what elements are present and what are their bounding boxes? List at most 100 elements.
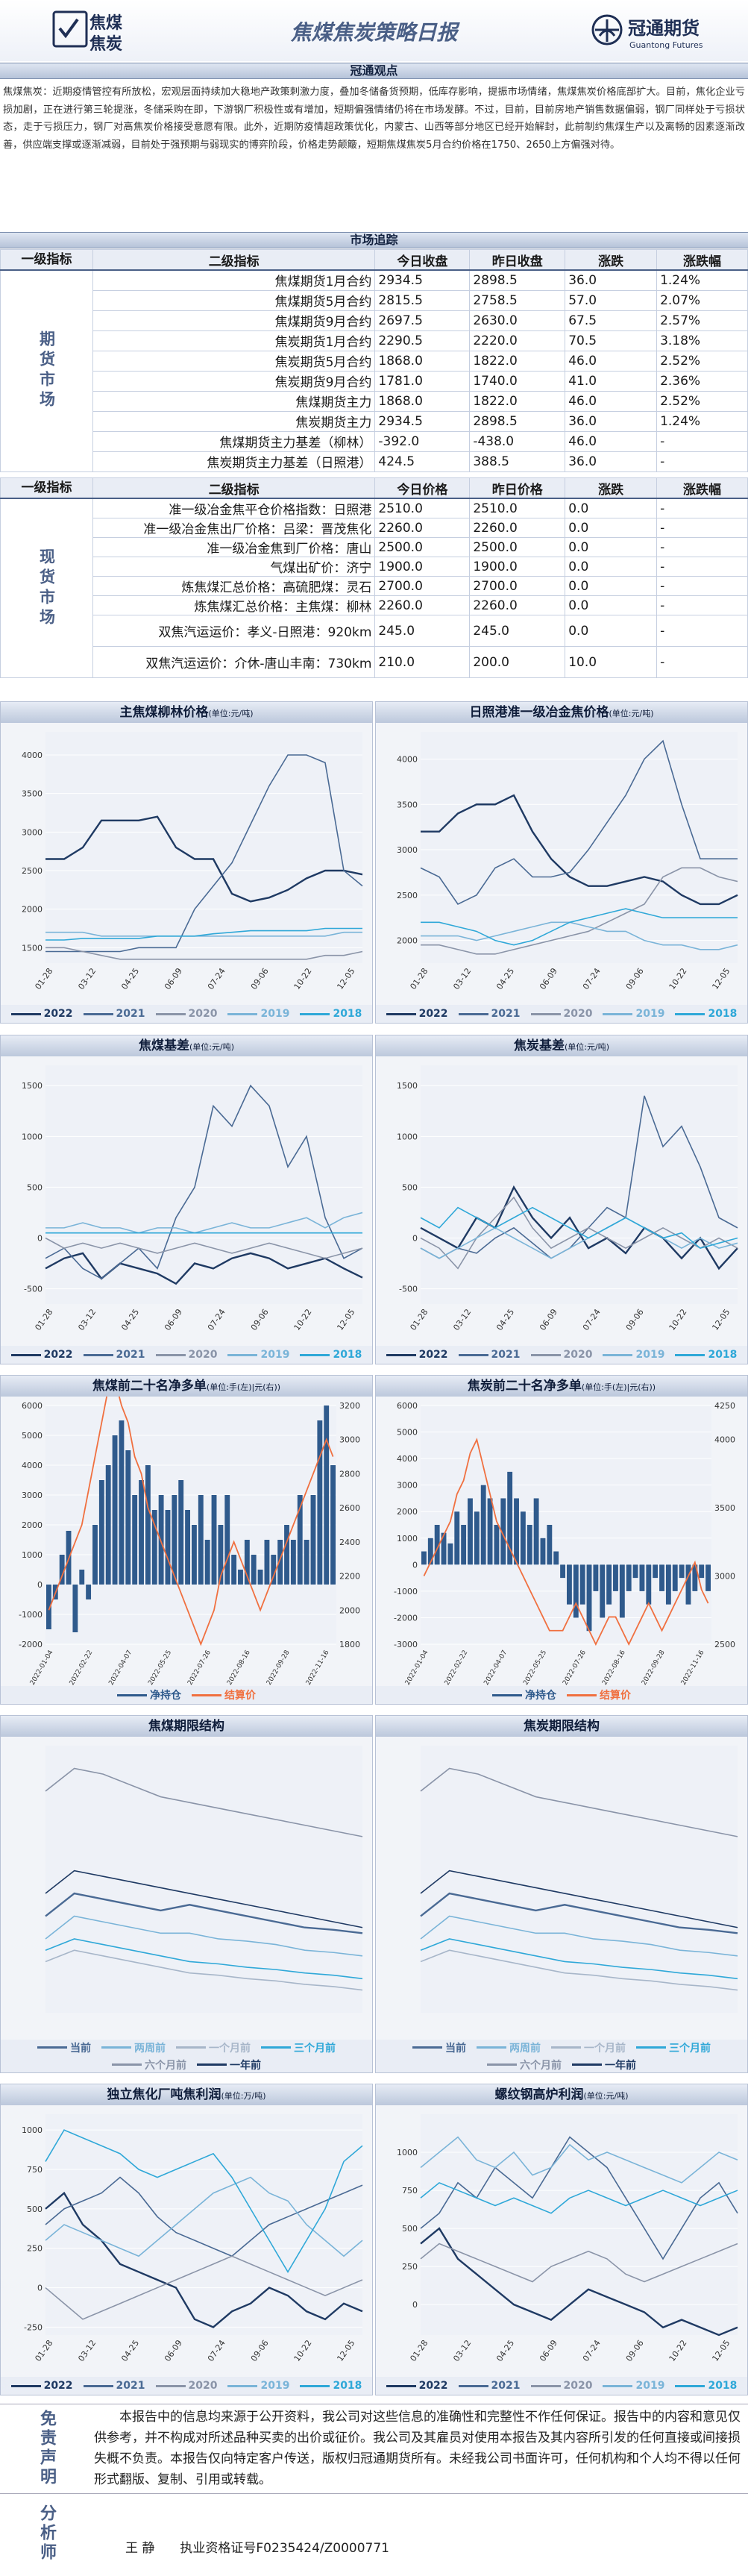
legend-item: 六个月前 — [112, 2058, 186, 2072]
y2-tick-label: 2400 — [339, 1538, 360, 1547]
chart-title-text: 焦炭期限结构 — [524, 1719, 600, 1734]
chart-legend: 2022 2021 2020 2019 2018 — [1, 2377, 372, 2395]
chart-title: 焦煤前二十名净多单(单位:手(左)|元(右)) — [1, 1376, 372, 1397]
net-position-bar — [553, 1551, 559, 1565]
net-position-bar — [224, 1495, 230, 1585]
net-position-bar — [705, 1564, 711, 1591]
chart-svg: -2000 -1000 0 1000 2000 3000 4000 5000 6000 1800 2… — [19, 1397, 360, 1687]
series-line-2022 — [45, 1252, 363, 1285]
legend-label: 一个月前 — [209, 2042, 251, 2055]
disclaimer-text: 本报告中的信息均来源于公开资料，我公司对这些信息的准确性和完整性不作任何保证。报… — [94, 2410, 741, 2487]
value-cell: 1.24% — [656, 410, 748, 432]
value-cell: 388.5 — [469, 451, 566, 472]
value-cell: 36.0 — [565, 410, 658, 432]
y-tick-label: 2000 — [22, 905, 43, 915]
chart-legend: 2022 2021 2020 2019 2018 — [376, 2377, 747, 2395]
series-line-一个月前 — [420, 1949, 738, 1991]
legend-swatch — [112, 2063, 142, 2066]
y2-tick-label: 2000 — [339, 1605, 360, 1615]
legend-item: 2022 — [10, 1349, 73, 1361]
value-cell: 57.0 — [565, 289, 658, 311]
legend-swatch — [300, 2384, 330, 2387]
net-position-bar — [533, 1498, 539, 1565]
x-tick-label: 09-06 — [624, 2338, 646, 2363]
indicator-name: 焦煤期货9月合约 — [92, 310, 376, 331]
header-cell: 昨日价格 — [469, 477, 566, 499]
table-row: 双焦汽运运价：孝义-日照港：920km 245.0 245.0 0.0- — [1, 615, 748, 647]
legend-swatch — [37, 2046, 67, 2049]
y-tick-label: 2000 — [22, 1520, 43, 1530]
x-tick-label: 2022-05-25 — [522, 1649, 548, 1687]
disclaimer: 免责声明 本报告中的信息均来源于公开资料，我公司对这些信息的准确性和完整性不作任… — [0, 2404, 748, 2492]
chart-unit: (单位:元/吨) — [609, 709, 654, 718]
value-cell: 2500.0 — [374, 537, 471, 557]
net-position-bar — [251, 1555, 257, 1585]
net-position-bar — [579, 1564, 585, 1605]
net-position-bar — [632, 1564, 638, 1579]
legend-swatch — [530, 2384, 561, 2387]
section-market-title: 市场追踪 — [0, 232, 748, 248]
legend-label: 2018 — [333, 2380, 362, 2392]
table-row: 双焦汽运运价：介休-唐山丰南：730km 210.0 200.0 10.0- — [1, 646, 748, 678]
net-position-bar — [421, 1551, 427, 1565]
value-cell: 210.0 — [374, 646, 471, 678]
legend-label: 三个月前 — [294, 2042, 336, 2055]
legend-swatch — [300, 1012, 330, 1015]
x-tick-label: 10-22 — [292, 1307, 314, 1332]
header-cell: 二级指标 — [92, 249, 376, 271]
x-tick-label: 01-28 — [408, 966, 430, 991]
legend-item: 2020 — [530, 1349, 592, 1361]
x-tick-label: 03-12 — [451, 1307, 473, 1332]
legend-swatch — [675, 2384, 705, 2387]
legend-item: 2021 — [458, 1349, 521, 1361]
value-cell: 46.0 — [565, 430, 658, 452]
value-cell: 2510.0 — [469, 498, 566, 518]
chart-panel-c1: 主焦煤柳林价格(单位:元/吨) 1500 2000 2500 3000 3500 4000 0… — [0, 701, 373, 1024]
chart-svg: -3000 -2000 -1000 0 1000 2000 3000 4000 5000 6000… — [394, 1401, 735, 1687]
x-tick-label: 2022-11-16 — [680, 1649, 706, 1687]
x-tick-label: 01-28 — [33, 966, 54, 991]
chart-legend: 净持仓 结算价 — [376, 1686, 747, 1704]
table-row: 焦煤期货5月合约 2815.5 2758.5 57.0 2.07% — [1, 289, 748, 311]
legend-label: 六个月前 — [145, 2059, 186, 2072]
series-line-2022 — [421, 794, 738, 906]
net-position-bar — [434, 1525, 440, 1565]
legend-label: 2021 — [116, 1349, 145, 1361]
chart-legend: 2022 2021 2020 2019 2018 — [1, 1005, 372, 1023]
legend-item: 2019 — [603, 1008, 664, 1020]
value-cell: - — [656, 451, 748, 472]
legend-item: 三个月前 — [636, 2040, 711, 2055]
net-position-bar — [613, 1564, 618, 1591]
series-line-2019 — [45, 2176, 363, 2257]
y-tick-label: 500 — [402, 1182, 418, 1192]
net-position-bar — [98, 1480, 104, 1585]
legend-item: 净持仓 — [492, 1687, 556, 1702]
y-tick-label: 3000 — [397, 1481, 418, 1491]
net-position-bar — [317, 1420, 323, 1585]
indicator-name: 焦炭期货主力 — [92, 410, 376, 432]
y-tick-label: 1500 — [397, 1081, 418, 1091]
legend-label: 当前 — [445, 2042, 466, 2055]
series-line-2018 — [45, 2129, 363, 2274]
x-tick-label: 2022-01-04 — [404, 1649, 430, 1687]
table-row: 焦煤期货主力 1868.0 1822.0 46.0 2.52% — [1, 390, 748, 412]
y-tick-label: 4000 — [397, 1454, 418, 1464]
legend-item: 2019 — [603, 1349, 664, 1361]
net-position-bar — [474, 1511, 480, 1565]
legend-swatch — [675, 1353, 705, 1356]
x-tick-label: 2022-04-07 — [483, 1649, 509, 1687]
indicator-name: 焦炭期货9月合约 — [92, 370, 376, 392]
chart-title-text: 螺纹钢高炉利润 — [494, 2087, 584, 2102]
net-position-bar — [468, 1498, 473, 1565]
y-tick-label: 250 — [27, 2244, 43, 2254]
legend-item: 2018 — [675, 1349, 737, 1361]
value-cell: 200.0 — [469, 646, 566, 678]
table-row: 焦炭期货主力 2934.5 2898.5 36.0 1.24% — [1, 410, 748, 432]
legend-label: 2018 — [708, 2380, 738, 2392]
chart-unit: (单位:万/吨) — [221, 2091, 266, 2101]
net-position-bar — [304, 1540, 309, 1585]
legend-label: 2021 — [491, 1008, 521, 1020]
net-position-bar — [105, 1465, 111, 1585]
legend-label: 2021 — [116, 2380, 145, 2392]
legend-label: 三个月前 — [669, 2042, 711, 2055]
